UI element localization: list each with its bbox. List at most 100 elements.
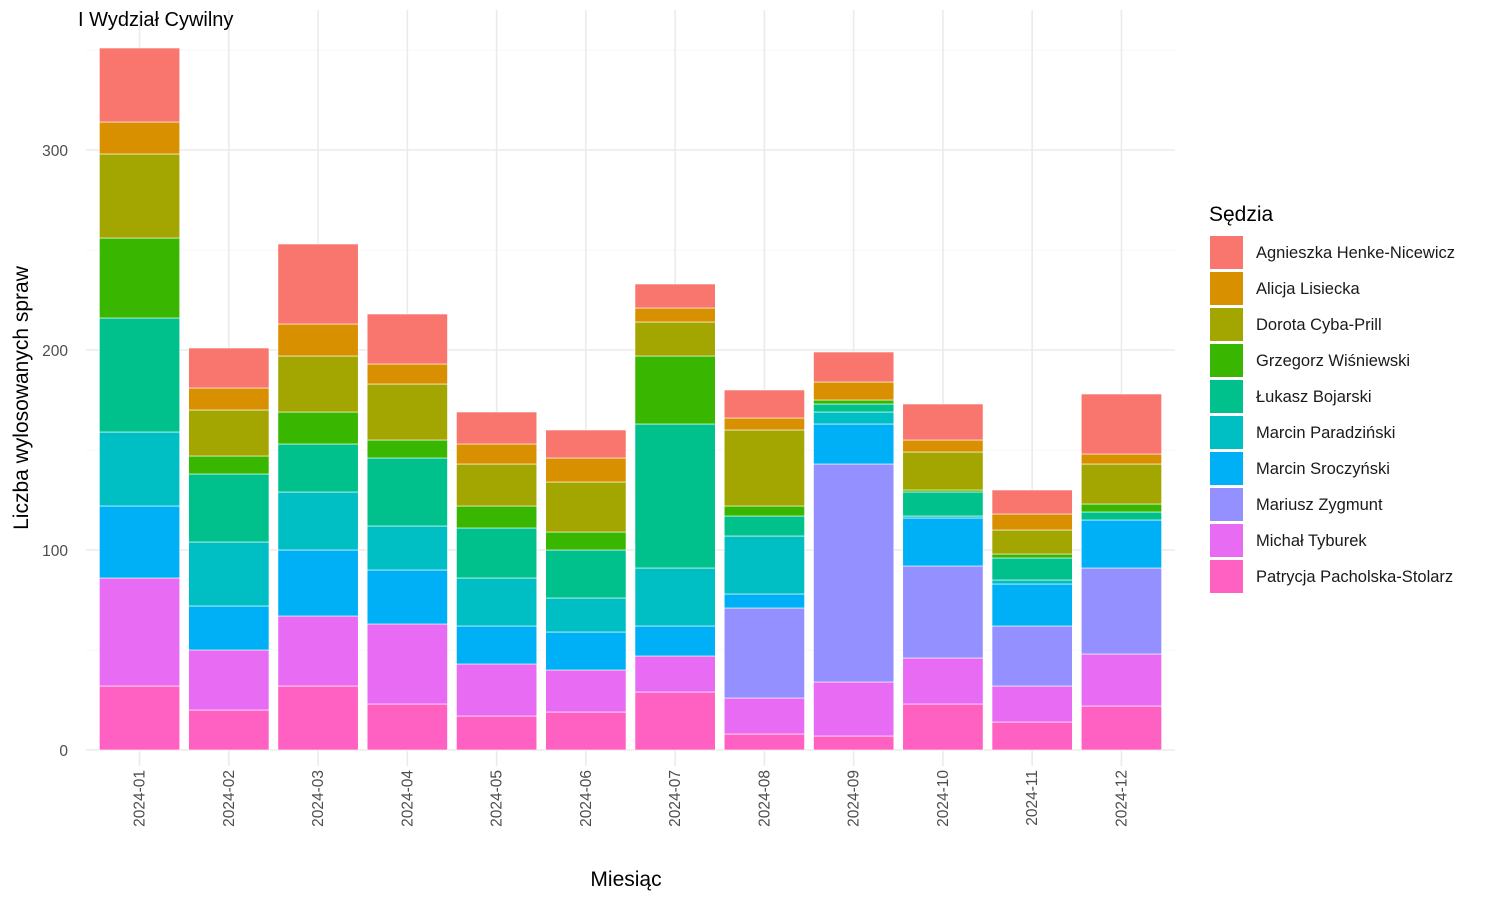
y-axis: 0 100 200 300 bbox=[42, 143, 68, 760]
bar-segment bbox=[723, 429, 805, 507]
x-axis-title: Miesiąc bbox=[590, 868, 661, 891]
bar-segment bbox=[634, 423, 716, 569]
bar-segment bbox=[188, 455, 270, 475]
bar-segment bbox=[99, 505, 181, 579]
bar-segment bbox=[366, 569, 448, 625]
x-tick-label: 2024-01 bbox=[132, 770, 149, 827]
bar-segment bbox=[723, 733, 805, 751]
bar-stack-2024-01 bbox=[99, 47, 181, 751]
legend-swatch bbox=[1210, 416, 1243, 449]
legend-swatch bbox=[1210, 272, 1243, 305]
legend-label: Grzegorz Wiśniewski bbox=[1256, 352, 1410, 370]
legend-label: Dorota Cyba-Prill bbox=[1256, 316, 1382, 334]
bar-segment bbox=[188, 709, 270, 751]
bar-segment bbox=[1080, 567, 1162, 655]
bar-segment bbox=[991, 685, 1073, 723]
bar-segment bbox=[277, 549, 359, 617]
bar-segment bbox=[634, 625, 716, 657]
bar-segment bbox=[991, 721, 1073, 751]
bar-segment bbox=[188, 541, 270, 607]
bar-segment bbox=[902, 491, 984, 517]
legend-swatch bbox=[1210, 380, 1243, 413]
bar-segment bbox=[1080, 705, 1162, 751]
bar-segment bbox=[902, 451, 984, 491]
bar-segment bbox=[634, 355, 716, 425]
x-tick-label: 2024-02 bbox=[221, 770, 238, 827]
x-tick-label: 2024-03 bbox=[310, 770, 327, 827]
bar-stack-2024-07 bbox=[634, 283, 716, 751]
bar-stack-2024-12 bbox=[1080, 393, 1162, 751]
bar-segment bbox=[545, 429, 627, 459]
bar-segment bbox=[902, 703, 984, 751]
legend-label: Mariusz Zygmunt bbox=[1256, 496, 1383, 514]
bar-stack-2024-02 bbox=[188, 347, 270, 751]
bar-segment bbox=[456, 527, 538, 579]
bar-stack-2024-03 bbox=[277, 243, 359, 751]
bar-segment bbox=[277, 243, 359, 325]
x-tick-label: 2024-04 bbox=[399, 770, 416, 827]
bar-segment bbox=[366, 383, 448, 441]
x-tick-label: 2024-08 bbox=[756, 770, 773, 827]
bar-segment bbox=[723, 593, 805, 609]
bar-stack-2024-08 bbox=[723, 389, 805, 751]
bar-segment bbox=[366, 313, 448, 365]
bar-segment bbox=[634, 321, 716, 357]
bar-segment bbox=[991, 529, 1073, 555]
legend-swatch bbox=[1210, 560, 1243, 593]
bar-segment bbox=[188, 409, 270, 457]
bar-segment bbox=[366, 703, 448, 751]
bar-segment bbox=[723, 607, 805, 699]
bar-segment bbox=[456, 411, 538, 445]
bar-segment bbox=[991, 553, 1073, 559]
bar-segment bbox=[188, 473, 270, 543]
bar-segment bbox=[99, 237, 181, 319]
bar-segment bbox=[456, 443, 538, 465]
x-tick-label: 2024-06 bbox=[578, 770, 595, 827]
bar-segment bbox=[99, 121, 181, 155]
bar-segment bbox=[188, 387, 270, 411]
x-tick-label: 2024-07 bbox=[667, 770, 684, 827]
bar-segment bbox=[366, 439, 448, 459]
bar-segment bbox=[188, 649, 270, 711]
bar-segment bbox=[456, 505, 538, 529]
bar-segment bbox=[902, 517, 984, 567]
legend-label: Patrycja Pacholska-Stolarz bbox=[1256, 568, 1453, 586]
bar-segment bbox=[813, 423, 895, 465]
bar-segment bbox=[813, 381, 895, 401]
bar-segment bbox=[634, 691, 716, 751]
legend-title: Sędzia bbox=[1209, 203, 1274, 226]
legend: Sędzia Agnieszka Henke-Nicewicz Alicja Li… bbox=[1209, 203, 1455, 593]
x-tick-label: 2024-05 bbox=[489, 770, 506, 827]
bar-segment bbox=[1080, 393, 1162, 455]
bar-segment bbox=[813, 351, 895, 383]
legend-swatch bbox=[1210, 488, 1243, 521]
y-axis-title: Liczba wylosowanych spraw bbox=[10, 265, 33, 530]
bar-segment bbox=[1080, 653, 1162, 707]
x-axis: 2024-01 2024-02 2024-03 2024-04 2024-05 2024-… bbox=[132, 770, 1131, 827]
legend-swatch bbox=[1210, 524, 1243, 557]
bar-segment bbox=[545, 549, 627, 599]
bar-segment bbox=[634, 655, 716, 693]
bar-segment bbox=[813, 463, 895, 683]
bar-segment bbox=[545, 669, 627, 713]
bar-segment bbox=[991, 513, 1073, 531]
bar-segment bbox=[277, 411, 359, 445]
legend-label: Marcin Sroczyński bbox=[1256, 460, 1390, 478]
bar-segment bbox=[188, 347, 270, 389]
legend-swatch bbox=[1210, 344, 1243, 377]
bar-segment bbox=[991, 489, 1073, 515]
x-tick-label: 2024-09 bbox=[846, 770, 863, 827]
bar-segment bbox=[813, 735, 895, 751]
bar-stack-2024-04 bbox=[366, 313, 448, 751]
legend-label: Łukasz Bojarski bbox=[1256, 388, 1372, 406]
x-tick-label: 2024-12 bbox=[1113, 770, 1130, 827]
bar-segment bbox=[456, 625, 538, 665]
bar-segment bbox=[545, 531, 627, 551]
bar-segment bbox=[902, 403, 984, 441]
bar-segment bbox=[723, 417, 805, 431]
bar-segment bbox=[188, 605, 270, 651]
bar-segment bbox=[99, 577, 181, 687]
bar-segment bbox=[991, 583, 1073, 627]
bar-segment bbox=[277, 355, 359, 413]
